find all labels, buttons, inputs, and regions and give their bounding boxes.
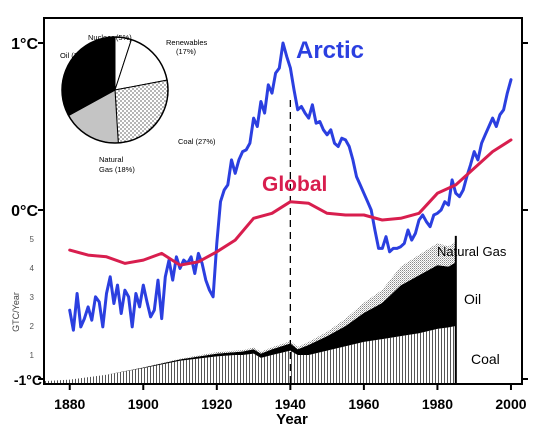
x-axis-title: Year: [276, 411, 308, 428]
y-tick-label: 1°C: [11, 36, 38, 53]
emissions-y-tick-label: 4: [30, 264, 35, 273]
emissions-y-axis-title: GTC/Year: [11, 292, 21, 332]
y-tick-label: -1°C: [14, 372, 42, 388]
emissions-y-tick-label: 3: [30, 293, 35, 302]
chart-labels: Coal Oil Natural Gas Arctic Global: [262, 37, 507, 367]
series-line-arctic: [68, 41, 513, 332]
temperature-lines: [68, 41, 513, 332]
emissions-area-chart: [44, 235, 457, 384]
pie-label: Natural Gas (18%): [99, 155, 135, 174]
pie-label: Coal (27%): [178, 137, 216, 146]
x-tick-label: 1960: [348, 396, 379, 412]
x-tick-label: 1940: [275, 396, 306, 412]
area-label-natural-gas: Natural Gas: [437, 244, 507, 259]
x-tick-label: 2000: [495, 396, 526, 412]
x-tick-label: 1880: [54, 396, 85, 412]
emissions-y-tick-label: 2: [30, 322, 35, 331]
emissions-y-tick-label: 5: [30, 235, 35, 244]
x-tick-label: 1900: [128, 396, 159, 412]
pie-slice-coal: [114, 79, 169, 144]
area-label-coal: Coal: [471, 351, 500, 367]
area-label-oil: Oil: [464, 291, 481, 307]
emissions-area-oil: [44, 262, 456, 382]
x-tick-label: 1920: [201, 396, 232, 412]
y-tick-label: 0°C: [11, 203, 38, 220]
emissions-y-tick-label: 1: [30, 351, 35, 360]
pie-outline: [61, 36, 169, 144]
series-label-arctic: Arctic: [296, 37, 364, 64]
series-label-global: Global: [262, 173, 327, 196]
pie-label: Oil (33%): [60, 51, 92, 60]
emissions-area-coal: [44, 326, 456, 384]
axes: 1880 1900 1920 1940 1960 1980 2000 1°C 0°C -1°C 1 2…: [11, 17, 528, 428]
pie-label: Nuclear (5%): [88, 33, 132, 42]
energy-mix-pie: Nuclear (5%) Renewables (17%) Coal (27%) Nat…: [60, 33, 216, 174]
pie-label: Renewables (17%): [166, 38, 208, 56]
plot-frame: [43, 17, 523, 385]
series-line-global: [68, 138, 513, 267]
x-tick-label: 1980: [422, 396, 453, 412]
